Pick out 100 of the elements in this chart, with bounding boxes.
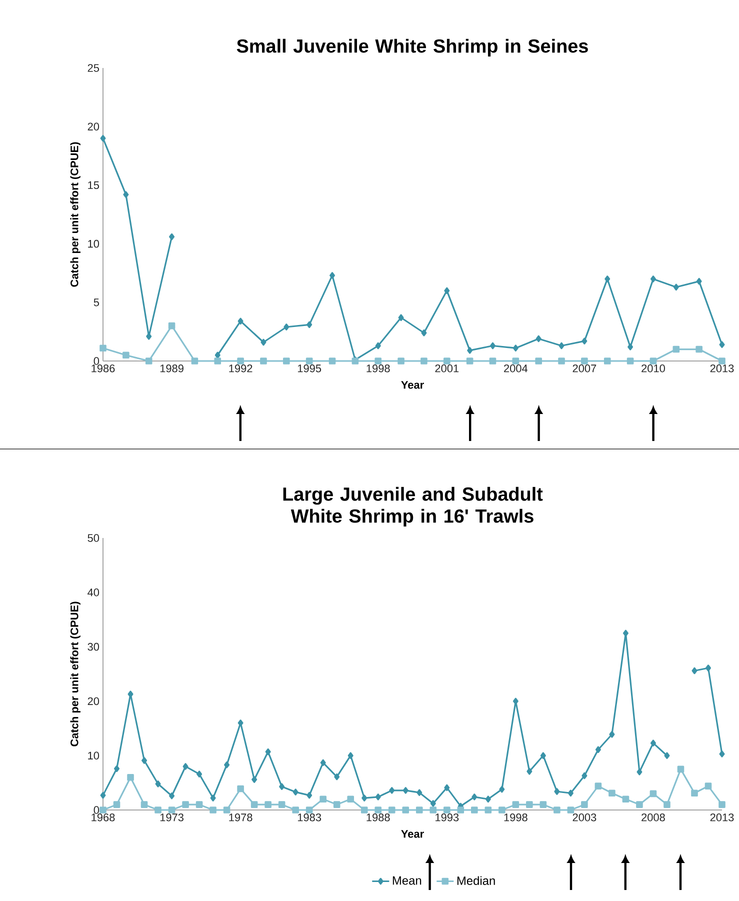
point [260,338,266,346]
x-tick-label: 1983 [298,814,322,822]
point [692,667,698,674]
point [374,806,382,814]
point [264,801,272,808]
point [444,784,450,792]
point [416,806,423,814]
y-tick-label: 30 [88,642,100,651]
point [582,338,588,344]
y-tick-label: 10 [88,240,100,248]
point [718,358,726,364]
point [260,358,267,364]
point [127,774,134,781]
point [430,806,437,814]
y-axis-title: Catch per unit effort (CPUE) [70,602,80,746]
x-tick-label: 2003 [572,814,596,822]
x-tick-label: 2013 [710,364,734,372]
point [100,134,106,142]
point [154,806,162,814]
point [609,730,615,738]
point [113,801,120,808]
point [673,284,679,291]
point [595,746,601,754]
point [628,344,634,350]
point [444,287,450,294]
point [718,801,726,808]
point [705,664,711,672]
point [604,276,610,282]
x-tick-label: 1978 [229,814,252,822]
point [122,352,130,359]
point [210,806,216,814]
point [252,776,258,783]
x-tick-label: 1986 [92,364,115,372]
x-axis-title: Year [401,830,424,838]
point [498,806,506,814]
point [100,792,106,799]
point [719,750,725,758]
point [284,324,290,330]
point [704,782,712,790]
point [123,191,129,198]
x-tick-label: 1968 [92,814,115,822]
point [650,790,657,798]
point [536,335,542,342]
point [554,788,560,795]
point [472,794,478,800]
point [334,773,340,780]
point [182,763,188,770]
point [485,796,491,803]
point [223,806,230,814]
point [457,806,464,814]
point [604,358,611,364]
point [622,630,628,637]
legend-label: Mean [392,876,422,885]
point [214,358,222,364]
point [664,801,670,808]
point [182,801,189,808]
point [402,787,408,794]
point [250,801,258,808]
point [567,806,574,814]
point [169,792,175,800]
x-tick-label: 1989 [160,364,184,372]
y-tick-label: 20 [88,122,100,130]
point [224,761,230,768]
x-tick-label: 2008 [642,814,665,822]
point [526,768,532,775]
point [489,358,496,364]
x-tick-label: 2004 [504,364,528,372]
point [279,783,285,790]
point [421,329,427,336]
y-tick-label: 0 [94,806,100,814]
point [389,787,395,794]
point [114,765,120,772]
point [554,806,560,814]
point [237,358,244,364]
x-tick-label: 2010 [642,364,665,372]
y-tick-label: 25 [88,64,100,72]
point [581,358,588,364]
point [238,318,244,325]
point [484,806,492,814]
point [283,358,290,364]
point [650,740,656,746]
point [677,766,684,773]
x-tick-label: 1993 [436,814,459,822]
point [471,806,478,814]
point [443,806,450,814]
point [672,346,680,353]
point [306,806,313,814]
point [196,801,203,808]
point [467,347,473,354]
point [443,358,450,364]
point [320,759,326,766]
point [512,358,520,364]
point [128,690,134,698]
point [347,796,354,803]
point [622,796,630,803]
point [388,806,396,814]
point [278,801,286,808]
point [398,358,404,364]
point [142,757,148,764]
point [535,358,542,364]
